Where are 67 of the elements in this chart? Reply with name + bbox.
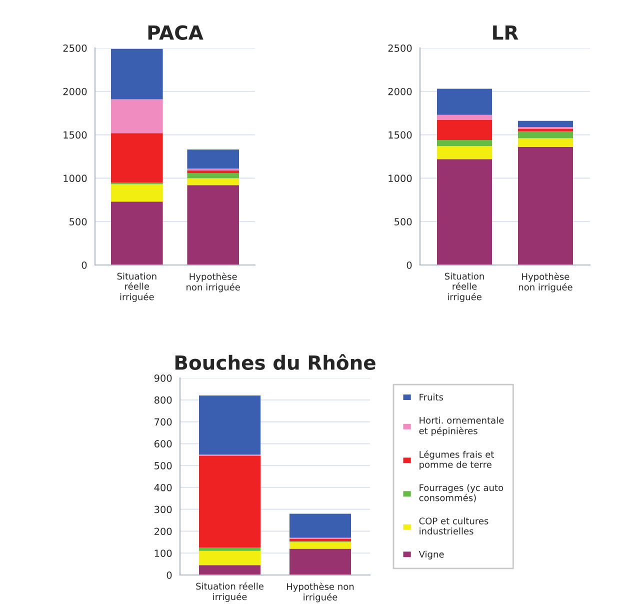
bar [437,120,492,140]
y-tick-label: 1500 [388,131,412,139]
bar [518,120,573,127]
bar [518,131,573,138]
legend-label: Légumes frais et pomme de terre [420,450,494,470]
bar [289,514,351,538]
bar [111,184,163,202]
y-tick-label: 1000 [388,174,412,182]
bar [111,48,163,100]
chart-title: Bouches du Rhône [175,354,376,370]
bar [187,178,239,186]
bar [187,170,239,173]
bar [518,138,573,147]
bar [187,172,239,178]
bar [289,538,351,542]
y-tick-label: 900 [154,374,172,382]
bar [187,150,239,169]
bar [289,548,351,575]
x-tick-label: Hypothèse non irriguée [186,272,240,292]
y-tick-label: 0 [166,571,172,579]
bar [111,133,163,183]
bar [199,396,261,455]
y-tick-label: 700 [154,418,172,426]
chart-title: PACA [148,25,204,40]
bar [518,128,573,132]
legend-label: Fourrages (yc auto consommés) [419,484,504,502]
y-tick-label: 2000 [388,88,412,96]
bar [437,159,492,265]
bar [111,99,163,134]
bar [437,88,492,115]
y-tick-label: 0 [82,261,87,269]
y-tick-label: 500 [154,462,172,470]
bar [111,202,163,265]
bar [518,146,573,265]
y-tick-label: 0 [406,261,412,269]
bar [199,565,261,575]
x-tick-label: Situation réelle irriguée [196,582,264,602]
y-tick-label: 300 [154,506,172,514]
bar [199,548,261,551]
y-tick-label: 2000 [63,88,87,96]
legend-label: Vigne [418,550,444,560]
y-tick-label: 100 [154,550,172,557]
bar [437,140,492,146]
bar [199,550,261,566]
y-tick-label: 200 [154,528,172,536]
y-tick-label: 2500 [388,44,412,52]
y-tick-label: 1500 [64,131,87,139]
bar [199,456,261,548]
x-tick-label: Situation réelle irriguée [117,272,156,302]
y-tick-label: 500 [70,218,87,226]
y-tick-label: 800 [154,396,172,404]
y-tick-label: 500 [394,218,412,226]
bar [437,114,492,120]
y-tick-label: 1000 [64,174,87,182]
legend-label: COP et cultures industrielles [419,517,488,535]
y-tick-label: 2500 [63,44,87,52]
legend-label: Horti. ornementale et pépinières [419,416,504,436]
bar [437,146,492,160]
y-tick-label: 600 [154,440,172,448]
y-tick-label: 400 [154,484,172,492]
chart-title: LR [493,25,518,40]
x-tick-label: Hypothèse non irriguée [518,272,572,292]
x-tick-label: Situation réelle irriguée [444,272,484,302]
bar [187,185,239,265]
x-tick-label: Hypothèse non irriguée [286,582,354,602]
legend-label: Fruits [420,394,444,401]
bar [289,542,351,549]
